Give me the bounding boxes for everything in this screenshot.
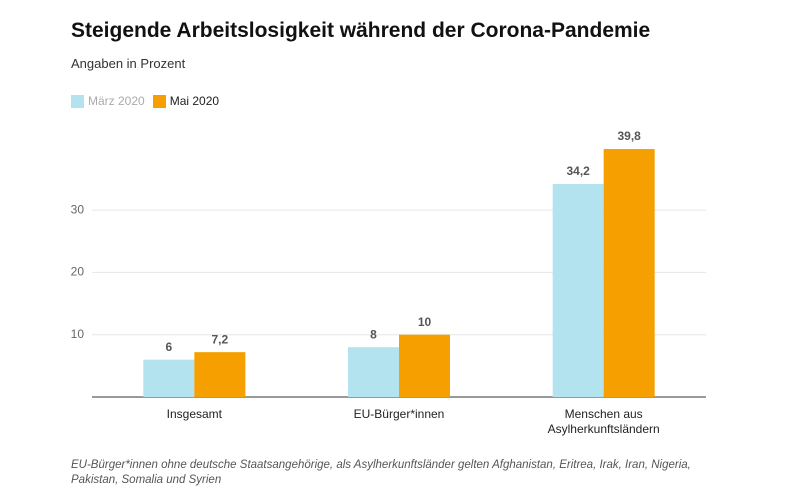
bar bbox=[552, 183, 604, 397]
legend: März 2020 Mai 2020 bbox=[71, 94, 227, 108]
chart-title: Steigende Arbeitslosigkeit während der C… bbox=[71, 19, 651, 42]
bar bbox=[399, 334, 450, 397]
bar bbox=[194, 352, 246, 397]
value-label: 8 bbox=[370, 327, 377, 341]
x-tick-label: Insgesamt bbox=[166, 407, 222, 421]
legend-item: Mai 2020 bbox=[152, 94, 220, 108]
bar bbox=[348, 347, 399, 397]
legend-swatch bbox=[152, 94, 166, 108]
legend-item: März 2020 bbox=[71, 94, 145, 108]
y-tick-label: 30 bbox=[71, 202, 85, 216]
chart-subtitle: Angaben in Prozent bbox=[71, 56, 186, 71]
y-tick-label: 20 bbox=[71, 265, 85, 279]
x-tick-label: EU-Bürger*innen bbox=[353, 407, 445, 421]
x-tick-label: Menschen aus Asylherkunftsländern bbox=[547, 407, 660, 436]
y-tick-label: 10 bbox=[71, 327, 85, 341]
legend-swatch bbox=[71, 94, 84, 108]
bar bbox=[143, 359, 195, 397]
value-label: 39,8 bbox=[617, 129, 641, 143]
bar bbox=[603, 149, 655, 397]
value-label: 34,2 bbox=[566, 164, 590, 178]
footnote: EU-Bürger*innen ohne deutsche Staatsange… bbox=[71, 459, 691, 486]
value-label: 10 bbox=[418, 315, 432, 329]
legend-label: Mai 2020 bbox=[169, 94, 220, 108]
value-label: 6 bbox=[165, 340, 172, 354]
value-label: 7,2 bbox=[211, 332, 228, 346]
legend-label: März 2020 bbox=[88, 94, 145, 108]
